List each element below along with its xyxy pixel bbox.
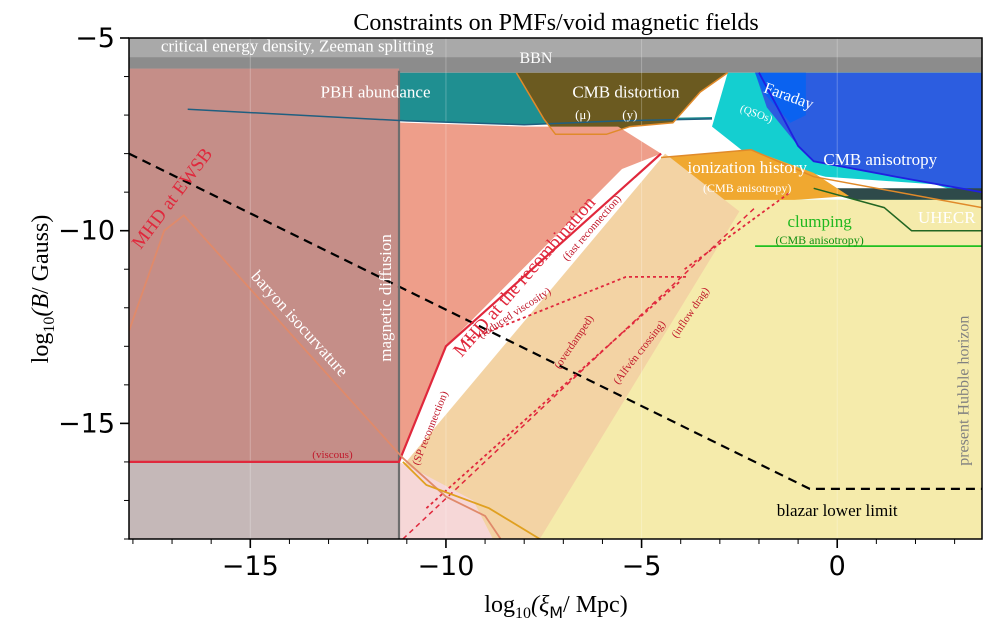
line-cmb-anisotropy-edge [758, 72, 982, 194]
label-blazar: blazar lower limit [777, 501, 898, 520]
region-mhd-recombination-wedge [402, 153, 740, 539]
y-tick-label: −5 [75, 23, 115, 54]
label-clumping-sub: (CMB anisotropy) [775, 233, 863, 247]
line-yellow-edge [402, 461, 541, 539]
x-axis-label-sub: 10 [515, 605, 531, 622]
label-ionization: ionization history [687, 158, 807, 177]
line-baryon-iso-edge [129, 214, 502, 539]
y-axis-ticks: −5 −10 −15 [58, 23, 129, 540]
shaded-regions [129, 38, 982, 539]
plot-frame [128, 37, 983, 540]
region-cmb-distortion [516, 72, 728, 135]
x-axis-label-var: (ξ [531, 592, 550, 618]
label-uhecr: UHECR [918, 208, 976, 227]
line-overdamped [425, 280, 682, 509]
label-ionization-sub: (CMB anisotropy) [703, 181, 791, 195]
label-viscous: (viscous) [312, 449, 353, 461]
label-hubble-horizon: present Hubble horizon [955, 316, 972, 466]
x-tick-label: −10 [417, 551, 474, 582]
y-axis-label-log: log [28, 333, 54, 364]
chart-title: Constraints on PMFs/void magnetic fields [353, 10, 758, 36]
label-critical-energy: critical energy density, Zeeman splittin… [161, 36, 434, 55]
line-pbh-edge [187, 108, 713, 126]
x-axis-label-unit: / Mpc) [563, 592, 628, 618]
y-tick-label: −10 [58, 216, 115, 247]
y-axis-label-unit: / Gauss) [28, 215, 54, 294]
line-ionization-edge [661, 149, 982, 209]
line-uhecr-edge [813, 187, 982, 232]
label-bbn: BBN [519, 50, 552, 67]
x-tick-label: 0 [829, 551, 846, 582]
x-axis-ticks: −15 −10 −5 0 [132, 539, 956, 582]
x-axis-label-var-sub: M [549, 603, 563, 622]
region-cmb-anisotropy [755, 72, 982, 193]
label-y: (y) [622, 107, 637, 122]
x-axis-label: log10(ξM/ Mpc) [484, 592, 627, 622]
line-blazar-lower-limit [129, 152, 982, 490]
region-cmb-anisotropy-bright [755, 72, 806, 123]
label-clumping: clumping [788, 212, 853, 231]
x-tick-label: −15 [222, 551, 279, 582]
constraint-lines [129, 70, 982, 539]
x-tick-label: −5 [622, 551, 662, 582]
region-magnetic-diffusion [129, 461, 399, 539]
label-mu: (μ) [575, 107, 591, 122]
y-axis-label: log10(B/ Gauss) [28, 215, 58, 364]
y-axis-label-sub: 10 [41, 317, 58, 333]
label-magnetic-diffusion: magnetic diffusion [376, 234, 395, 362]
y-tick-label: −15 [58, 408, 115, 439]
line-cmb-distortion-edge [515, 72, 729, 136]
label-cmb-distortion: CMB distortion [572, 83, 680, 102]
line-inflow-drag [684, 191, 791, 270]
y-axis-label-var: (B [28, 294, 54, 317]
line-reduced-viscosity [461, 275, 689, 344]
label-pbh: PBH abundance [321, 83, 431, 102]
x-axis-label-log: log [484, 592, 515, 618]
plot-area: critical energy density, Zeeman splittin… [129, 36, 982, 539]
line-mhd-boundary [129, 152, 662, 463]
region-mhd-ewsb [129, 68, 399, 462]
label-cmb-anisotropy: CMB anisotropy [823, 150, 937, 169]
